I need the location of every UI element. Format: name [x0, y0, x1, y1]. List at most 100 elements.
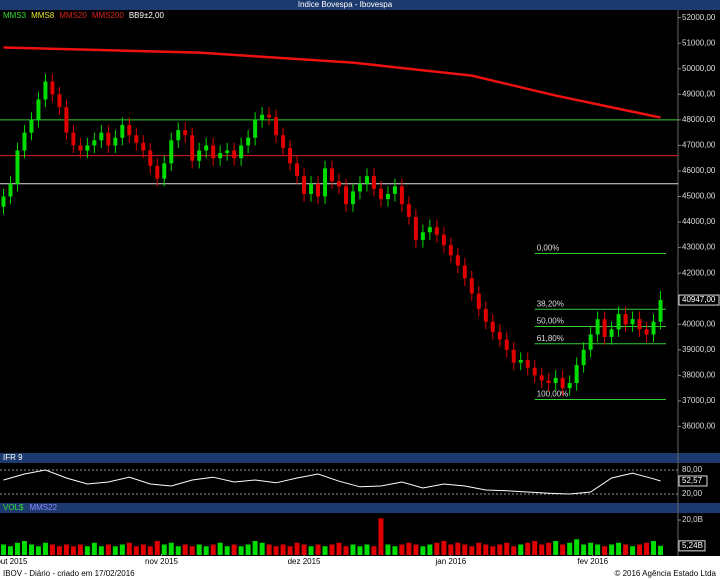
volume-bar: [266, 544, 272, 555]
y-tick-label: 48000,00: [682, 115, 716, 124]
x-tick-label: jan 2016: [434, 557, 466, 566]
candle-body: [567, 383, 572, 389]
candle-body: [141, 142, 146, 151]
candle-body: [434, 227, 439, 235]
volume-bar: [490, 546, 496, 555]
y-tick-label: 44000,00: [682, 217, 716, 226]
candle-body: [162, 163, 167, 179]
candle-body: [623, 314, 628, 325]
volume-bar: [616, 542, 622, 555]
legend-label: VOL$: [3, 503, 24, 512]
candle-body: [8, 183, 13, 197]
footer-right: © 2016 Agência Estado Ltda: [614, 569, 716, 578]
volume-bar: [168, 542, 174, 555]
candle-body: [253, 119, 258, 138]
y-tick-label: 46000,00: [682, 166, 716, 175]
y-tick-label: 40000,00: [682, 319, 716, 328]
volume-bar: [203, 546, 209, 555]
volume-bar: [504, 542, 510, 555]
candle-body: [204, 145, 209, 151]
volume-bar: [154, 541, 160, 555]
volume-bar: [462, 544, 468, 555]
volume-bar: [301, 544, 307, 555]
y-tick-label: 80,00: [682, 465, 703, 474]
volume-bar: [546, 542, 552, 555]
candle-body: [218, 153, 223, 159]
volume-bar: [0, 544, 6, 555]
volume-bar: [182, 544, 188, 555]
x-tick-label: out 2015: [0, 557, 28, 566]
legend-label: MMS22: [29, 503, 57, 512]
candle-body: [57, 94, 62, 108]
candle-body: [441, 234, 446, 246]
volume-bar: [42, 542, 48, 555]
volume-bar: [315, 544, 321, 555]
candle-body: [71, 132, 76, 146]
candle-body: [343, 186, 348, 205]
volume-bar: [161, 544, 167, 555]
legend-label: MMS8: [31, 11, 55, 20]
volume-bar: [658, 545, 664, 555]
volume-bar: [245, 544, 251, 555]
candle-body: [302, 176, 307, 194]
volume-bar: [273, 546, 279, 555]
candle-body: [497, 331, 502, 340]
volume-bar: [343, 546, 349, 555]
volume-bar: [210, 544, 216, 555]
candle-body: [518, 360, 523, 363]
candle-body: [78, 145, 83, 151]
candle-body: [134, 135, 139, 143]
candle-body: [36, 99, 41, 120]
candle-body: [323, 168, 328, 197]
candle-body: [22, 132, 27, 151]
y-tick-label: 49000,00: [682, 89, 716, 98]
volume-bar: [224, 546, 230, 555]
y-tick-label: 20,00: [682, 489, 703, 498]
price-panel: [0, 10, 720, 453]
rsi-header: [0, 453, 720, 463]
candle-body: [337, 181, 341, 187]
candle-body: [385, 193, 390, 200]
y-tick-label: 51000,00: [682, 38, 716, 47]
volume-bar: [623, 544, 629, 555]
volume-bar: [147, 546, 153, 555]
candle-body: [658, 300, 663, 322]
candle-body: [490, 321, 495, 332]
volume-bar: [497, 544, 503, 555]
candle-body: [225, 150, 230, 154]
volume-bar: [217, 542, 223, 555]
volume-bar: [287, 546, 293, 555]
candle-body: [574, 365, 579, 384]
volume-bar: [21, 541, 27, 555]
volume-bar: [70, 546, 76, 555]
x-tick-label: dez 2015: [288, 557, 321, 566]
volume-bar: [336, 542, 342, 555]
candle-body: [155, 165, 160, 179]
volume-bar: [259, 542, 265, 555]
volume-bar: [427, 544, 433, 555]
volume-bar: [294, 542, 300, 555]
volume-bar: [364, 544, 370, 555]
volume-bar: [189, 546, 195, 555]
volume-bar: [469, 546, 475, 555]
volume-bar: [434, 542, 440, 555]
volume-bar: [588, 542, 594, 555]
candle-body: [43, 81, 48, 100]
fibonacci-label: 61,80%: [537, 334, 564, 343]
volume-bar: [511, 546, 517, 555]
y-tick-label: 50000,00: [682, 64, 716, 73]
volume-bar: [385, 544, 391, 555]
candle-body: [274, 117, 279, 136]
volume-bar: [539, 544, 545, 555]
candle-body: [357, 183, 362, 192]
volume-bar: [602, 546, 608, 555]
volume-bar: [357, 546, 363, 555]
candle-body: [190, 135, 195, 161]
candle-body: [483, 308, 488, 322]
footer-left: IBOV - Diário - criado em 17/02/2016: [3, 569, 135, 578]
volume-bar: [84, 546, 90, 555]
volume-bar: [196, 544, 202, 555]
candle-body: [651, 321, 656, 335]
candle-body: [504, 339, 509, 350]
candle-body: [183, 130, 188, 136]
